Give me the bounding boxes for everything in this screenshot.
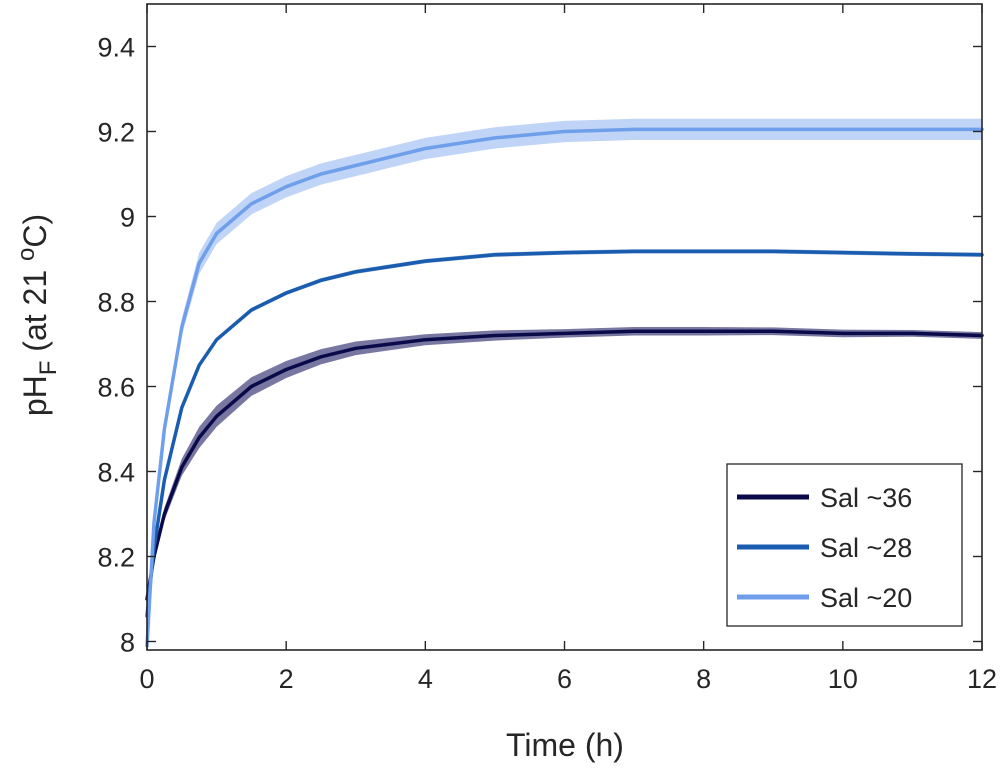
- line-series-2: [145, 249, 984, 618]
- x-tick-label: 0: [139, 664, 154, 694]
- y-axis-label: pHF (at 21 oC): [13, 214, 62, 416]
- x-tick-label: 8: [696, 664, 711, 694]
- y-label-superscript: o: [13, 248, 40, 261]
- legend-label-1: Sal ~36: [820, 483, 912, 513]
- y-tick-label: 8.6: [97, 373, 135, 403]
- y-tick-label: 9.4: [97, 33, 135, 63]
- x-tick-label: 12: [967, 664, 997, 694]
- y-tick-label: 8: [120, 628, 135, 658]
- series-lines: [145, 127, 984, 648]
- x-tick-label: 2: [279, 664, 294, 694]
- y-tick-label: 8.4: [97, 458, 135, 488]
- x-axis-label: Time (h): [506, 727, 624, 763]
- y-label-subscript: F: [35, 361, 62, 376]
- y-label-suffix: C): [17, 214, 53, 248]
- line-series-3: [145, 127, 984, 648]
- y-label-prefix: (at 21: [17, 261, 53, 361]
- y-tick-label: 8.8: [97, 288, 135, 318]
- line-series-1: [145, 329, 984, 601]
- x-tick-label: 4: [418, 664, 433, 694]
- y-tick-label: 9: [120, 203, 135, 233]
- legend-label-3: Sal ~20: [820, 583, 912, 613]
- y-tick-label: 8.2: [97, 543, 135, 573]
- axis-ticks: [146, 4, 983, 650]
- x-tick-label: 6: [557, 664, 572, 694]
- axis-tick-labels: 0 2 4 6 8 10 12 8 8.2 8.4 8.6 8.8 9 9.2 9.4: [97, 33, 997, 695]
- y-tick-label: 9.2: [97, 118, 135, 148]
- y-label-main: pH: [17, 375, 53, 416]
- x-tick-label: 10: [828, 664, 858, 694]
- legend: Sal ~36 Sal ~28 Sal ~20: [726, 463, 963, 627]
- legend-label-2: Sal ~28: [820, 533, 912, 563]
